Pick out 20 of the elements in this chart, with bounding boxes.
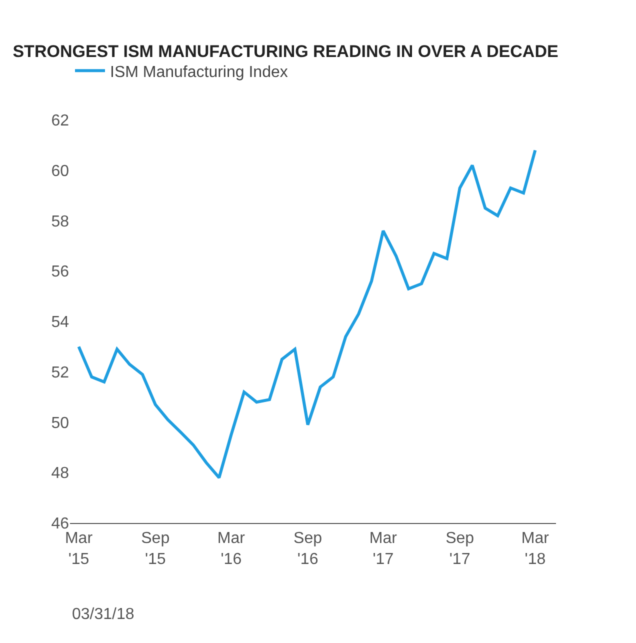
x-tick-label: Sep '15 (141, 530, 170, 568)
x-tick-label: Mar '15 (64, 530, 94, 568)
x-tick-label: Sep '17 (446, 530, 474, 568)
y-tick-label: 54 (51, 314, 70, 332)
x-tick-label: Mar '18 (521, 530, 550, 568)
y-tick-label: 48 (51, 465, 70, 482)
chart-title: STRONGEST ISM MANUFACTURING READING IN OVER A DECADE (12, 42, 558, 61)
x-tick-label: Mar '17 (369, 530, 398, 568)
line-series (77, 148, 537, 480)
x-tick-label: Mar '16 (217, 530, 246, 568)
y-tick-label: 50 (51, 414, 70, 432)
legend-label: ISM Manufacturing Index (110, 64, 288, 81)
x-tick-label: Sep '16 (294, 530, 322, 568)
y-tick-label: 60 (51, 162, 70, 180)
y-tick-label: 46 (51, 516, 70, 533)
y-tick-label: 56 (51, 264, 70, 281)
y-tick-label: 52 (51, 364, 70, 382)
text: 03/31/18 (72, 606, 134, 623)
y-tick-label: 62 (51, 112, 70, 130)
y-tick-label: 58 (51, 213, 70, 230)
